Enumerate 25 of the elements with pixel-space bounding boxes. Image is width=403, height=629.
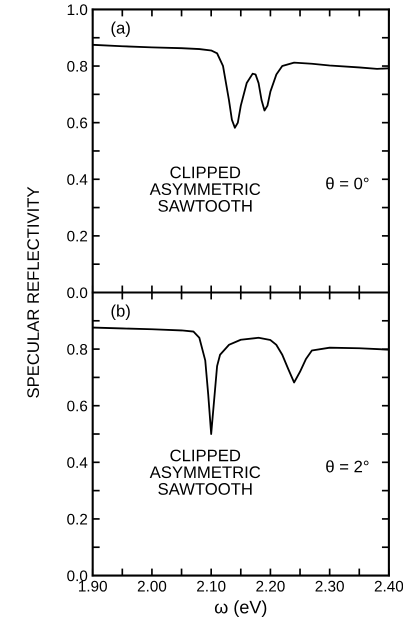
y-axis-title: SPECULAR REFLECTIVITY [27,186,40,398]
y-tick-label: 0.6 [67,118,88,128]
y-tick-label: 0.4 [67,174,88,185]
y-tick-label: 0.6 [67,400,88,412]
annotation: CLIPPED ASYMMETRIC SAWTOOTH [150,450,260,495]
annotation: θ = 0° [326,177,369,190]
x-tick-label: 2.10 [197,580,226,592]
annotation: (b) [111,304,130,320]
y-tick-label: 0.2 [67,514,88,525]
annotation: CLIPPED ASYMMETRIC SAWTOOTH [150,166,260,212]
x-tick-label: 2.00 [138,580,166,592]
x-tick-label: 1.90 [78,580,107,592]
x-tick-label: 2.20 [256,580,285,592]
x-axis-title: ω (eV) [214,600,266,618]
x-tick-label: 2.40 [374,580,403,592]
y-tick-label: 0.4 [67,457,88,468]
y-tick-label: 1.0 [68,4,88,16]
y-tick-label: 0.2 [67,230,88,242]
annotation: (a) [111,21,130,38]
annotation: θ = 2° [326,460,369,472]
y-tick-label: 0.0 [67,287,88,298]
y-tick-label: 0.0 [67,570,88,582]
x-tick-label: 2.30 [316,580,344,592]
y-tick-label: 0.8 [67,344,88,355]
y-tick-label: 0.8 [67,60,88,72]
